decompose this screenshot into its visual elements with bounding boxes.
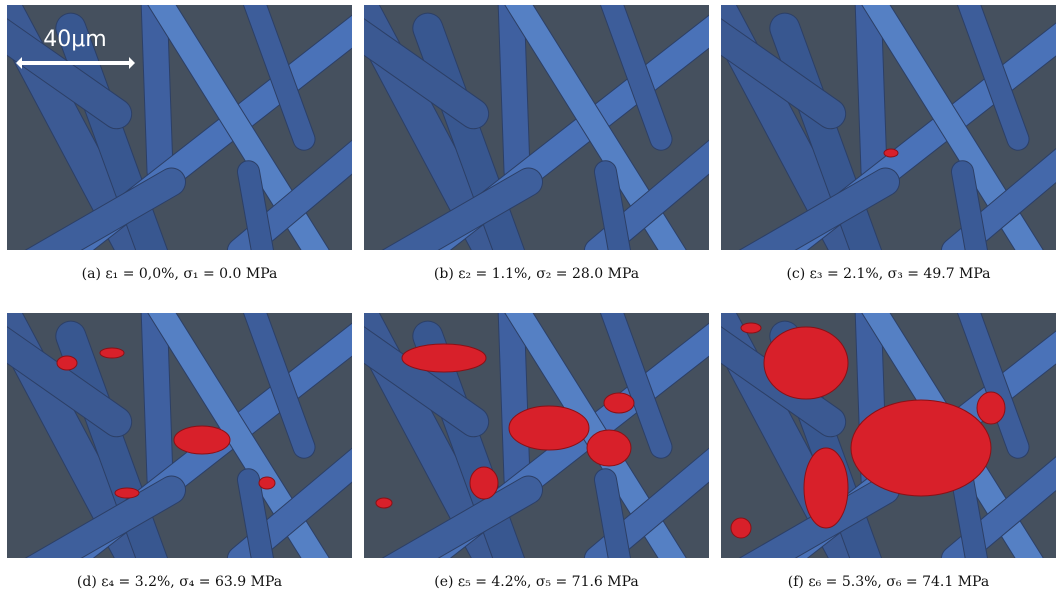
damage-region xyxy=(803,447,849,529)
fiber xyxy=(952,313,1030,459)
fiber xyxy=(857,5,1045,250)
fiber xyxy=(952,5,1030,151)
damage-region xyxy=(375,497,393,509)
fiber xyxy=(595,313,673,459)
fiber xyxy=(236,160,278,250)
damage-region xyxy=(740,322,762,334)
panel-caption: (d) ε₄ = 3.2%, σ₄ = 63.9 MPa xyxy=(77,574,282,590)
fiber xyxy=(500,5,688,250)
panel xyxy=(721,313,1056,558)
fiber xyxy=(238,313,316,459)
damage-region xyxy=(586,429,632,467)
panel-caption: (b) ε₂ = 1.1%, σ₂ = 28.0 MPa xyxy=(434,266,639,282)
panel xyxy=(364,5,709,250)
panel xyxy=(7,5,352,250)
fiber xyxy=(238,5,316,151)
damage-region xyxy=(763,326,849,400)
fiber xyxy=(722,167,900,250)
fiber xyxy=(8,167,186,250)
fiber xyxy=(593,468,635,558)
damage-region xyxy=(976,391,1006,425)
fiber xyxy=(721,5,847,130)
fiber xyxy=(593,160,635,250)
scale-bar-end xyxy=(16,57,22,69)
damage-region xyxy=(56,355,78,371)
fiber xyxy=(950,160,992,250)
fiber xyxy=(7,313,133,438)
damage-region xyxy=(469,466,499,500)
damage-region xyxy=(99,347,125,359)
panel-caption: (e) ε₅ = 4.2%, σ₅ = 71.6 MPa xyxy=(434,574,639,590)
panel-caption: (f) ε₆ = 5.3%, σ₆ = 74.1 MPa xyxy=(788,574,989,590)
fiber xyxy=(236,468,278,558)
panel xyxy=(7,313,352,558)
damage-region xyxy=(401,343,487,373)
scale-bar-label: 40μm xyxy=(43,27,106,52)
fiber xyxy=(143,5,331,250)
fiber xyxy=(8,475,186,558)
scale-bar-end xyxy=(129,57,135,69)
damage-region xyxy=(603,392,635,414)
damage-region xyxy=(258,476,276,490)
fiber xyxy=(365,167,543,250)
damage-region xyxy=(850,399,992,497)
fiber xyxy=(365,475,543,558)
damage-region xyxy=(173,425,231,455)
panel-caption: (c) ε₃ = 2.1%, σ₃ = 49.7 MPa xyxy=(786,266,990,282)
fiber xyxy=(595,5,673,151)
damage-region xyxy=(730,517,752,539)
damage-region xyxy=(883,148,899,158)
panel-caption: (a) ε₁ = 0,0%, σ₁ = 0.0 MPa xyxy=(82,266,278,282)
panel xyxy=(721,5,1056,250)
damage-region xyxy=(508,405,590,451)
fiber xyxy=(364,5,490,130)
panel xyxy=(364,313,709,558)
damage-region xyxy=(114,487,140,499)
